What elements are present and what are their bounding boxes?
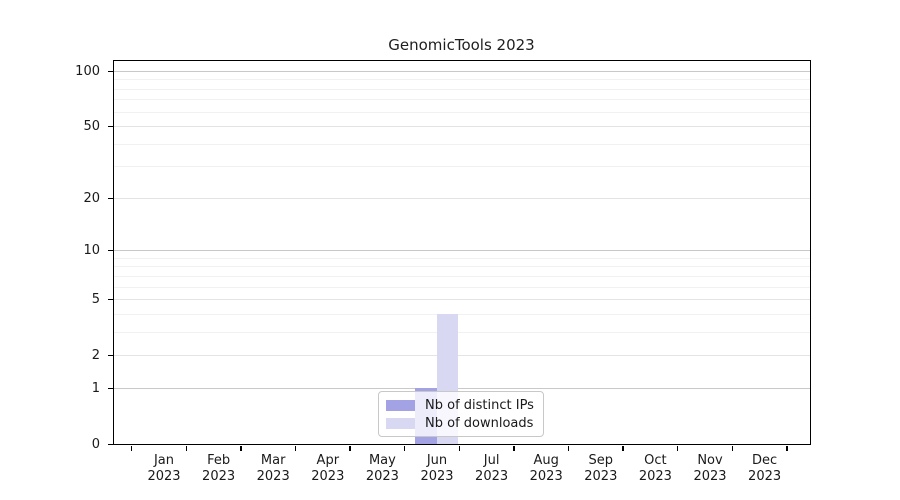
y-tick-label-5: 5 [91, 292, 100, 308]
gridline-minor [114, 79, 810, 81]
y-tick-label-100: 100 [75, 64, 100, 79]
x-tick-label-jan: Jan 2023 [134, 453, 194, 485]
gridline-minor [114, 266, 810, 268]
x-tick-mark [240, 446, 242, 451]
x-tick-label-jun: Jun 2023 [407, 453, 467, 485]
month-name: Sep [588, 453, 614, 468]
gridline-2 [114, 355, 810, 357]
month-name: Nov [697, 453, 723, 468]
gridline-100 [114, 71, 810, 72]
y-tick-label-50: 50 [83, 119, 100, 135]
gridline-minor [114, 111, 810, 113]
x-tick-mark [131, 446, 133, 451]
month-year: 2023 [584, 469, 618, 484]
gridline-minor [114, 88, 810, 90]
y-tick-label-20: 20 [83, 190, 100, 206]
x-tick-mark [786, 446, 788, 451]
y-tick-label-1: 1 [91, 380, 100, 396]
legend-label-distinct-ips: Nb of distinct IPs [425, 397, 534, 413]
month-year: 2023 [420, 469, 454, 484]
x-tick-mark [185, 446, 187, 451]
month-year: 2023 [365, 469, 399, 484]
x-tick-mark [731, 446, 733, 451]
gridline-minor [114, 143, 810, 145]
gridline-minor [114, 331, 810, 333]
y-tick-label-2: 2 [91, 348, 100, 364]
x-tick-label-mar: Mar 2023 [243, 453, 303, 485]
gridline-20 [114, 197, 810, 199]
month-name: Jan [153, 453, 175, 468]
x-tick-mark [677, 446, 679, 451]
x-tick-mark [404, 446, 406, 451]
month-name: Jul [483, 453, 500, 468]
gridline-minor [114, 313, 810, 315]
legend-swatch-downloads [386, 417, 415, 429]
x-tick-label-sep: Sep 2023 [571, 453, 631, 485]
month-year: 2023 [202, 469, 236, 484]
month-year: 2023 [311, 469, 345, 484]
y-tick-mark-50 [108, 126, 113, 128]
x-tick-mark [294, 446, 297, 451]
gridline-minor [114, 257, 810, 259]
y-tick-label-0: 0 [91, 437, 100, 452]
x-tick-mark [513, 446, 515, 451]
month-year: 2023 [693, 469, 727, 484]
y-tick-mark-0 [108, 443, 113, 446]
x-tick-label-aug: Aug 2023 [516, 453, 576, 485]
month-name: Apr [316, 453, 340, 468]
x-tick-mark [567, 446, 570, 451]
x-tick-label-oct: Oct 2023 [625, 453, 685, 485]
x-tick-label-dec: Dec 2023 [735, 453, 795, 485]
month-name: Aug [533, 453, 559, 468]
x-tick-mark [458, 446, 460, 451]
gridline-minor [114, 99, 810, 101]
x-tick-mark [349, 446, 351, 451]
gridline-minor [114, 275, 810, 277]
month-name: Dec [752, 453, 778, 468]
gridline-5 [114, 299, 810, 301]
x-tick-label-nov: Nov 2023 [680, 453, 740, 485]
month-name: May [368, 453, 396, 468]
month-year: 2023 [256, 469, 290, 484]
legend-item-downloads: Nb of downloads [386, 415, 535, 431]
legend-item-distinct-ips: Nb of distinct IPs [386, 397, 535, 413]
y-tick-mark-20 [108, 197, 113, 200]
month-name: Oct [644, 453, 667, 468]
gridline-10 [114, 250, 810, 252]
month-year: 2023 [748, 469, 782, 484]
x-tick-label-apr: Apr 2023 [298, 453, 358, 485]
x-tick-mark [622, 446, 624, 451]
month-year: 2023 [529, 469, 563, 484]
month-year: 2023 [147, 469, 181, 484]
month-name: Jun [426, 453, 448, 468]
legend-label-downloads: Nb of downloads [425, 415, 534, 431]
y-tick-mark-10 [108, 249, 113, 252]
month-year: 2023 [475, 469, 509, 484]
legend-swatch-distinct-ips [386, 399, 415, 411]
legend: Nb of distinct IPs Nb of downloads [378, 391, 544, 437]
gridline-minor [114, 286, 810, 288]
month-name: Feb [207, 453, 231, 468]
plot-area [113, 60, 811, 445]
month-year: 2023 [638, 469, 672, 484]
y-tick-mark-100 [108, 70, 113, 73]
y-tick-mark-2 [108, 355, 113, 357]
chart-title: GenomicTools 2023 [388, 36, 535, 54]
x-tick-label-feb: Feb 2023 [189, 453, 249, 485]
y-tick-label-10: 10 [83, 243, 100, 259]
month-name: Mar [260, 453, 286, 468]
gridline-50 [114, 126, 810, 128]
y-tick-mark-1 [108, 387, 113, 390]
gridline-1 [114, 387, 810, 389]
x-tick-label-jul: Jul 2023 [462, 453, 522, 485]
gridline-minor [114, 166, 810, 168]
x-tick-label-may: May 2023 [352, 453, 412, 485]
y-tick-mark-5 [108, 298, 113, 301]
